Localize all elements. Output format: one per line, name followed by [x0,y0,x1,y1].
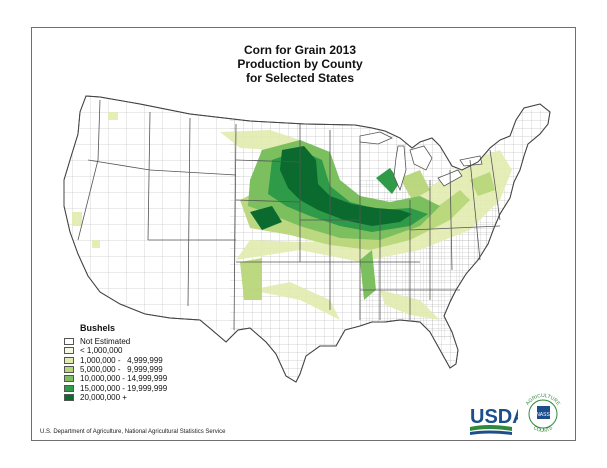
legend-label: 15,000,000 - 19,999,999 [80,383,168,393]
usda-swoosh-2 [470,430,512,435]
title-line-3: for Selected States [245,71,355,85]
legend-label: 1,000,000 - 4,999,999 [80,355,163,365]
legend-swatch [64,375,74,383]
seal-center-text: NASS [536,412,550,418]
legend-label: < 1,000,000 [80,346,123,356]
legend-label: Not Estimated [80,337,131,347]
svg-text:COUNTS: COUNTS [532,425,554,434]
legend-row: Not Estimated [64,337,167,346]
legend-swatch [64,356,74,364]
legend-row: 1,000,000 - 4,999,999 [64,356,167,365]
legend-label: 10,000,000 - 14,999,999 [80,374,168,384]
legend-row: 10,000,000 - 14,999,999 [64,374,167,383]
seal-map-icon [537,406,550,419]
legend-title: Bushels [80,323,116,333]
legend-row: 5,000,000 - 9,999,999 [64,365,167,374]
legend-rows: Not Estimated < 1,000,000 1,000,000 - 4,99… [64,337,167,402]
legend-row: 20,000,000 + [64,393,167,402]
legend-swatch [64,393,74,401]
map-title: Corn for Grain 2013 Production by County… [210,43,390,85]
legend-swatch [64,338,74,346]
title-line-1: Corn for Grain 2013 [243,43,357,57]
seal-bottom-text: COUNTS [532,425,554,434]
usda-logo: USDA [470,406,518,435]
credit-line: U.S. Department of Agriculture, National… [40,429,226,435]
legend: Bushels Not Estimated < 1,000,000 1,000,00… [64,323,167,402]
legend-swatch [64,366,74,374]
legend-row: 15,000,000 - 19,999,999 [64,383,168,393]
legend-row: < 1,000,000 [64,346,167,355]
production-highest [250,146,412,230]
legend-swatch [64,347,74,355]
legend-label: 20,000,000 + [80,392,127,402]
usda-swoosh [470,425,512,431]
agriculture-counts-seal: NASS AGRICULTURE COUNTS [525,393,562,434]
title-line-2: Production by County [237,57,363,71]
state-borders [77,99,501,331]
usda-logo-text: USDA [470,406,518,428]
legend-swatch [64,384,74,392]
legend-label: 5,000,000 - 9,999,999 [80,365,163,375]
